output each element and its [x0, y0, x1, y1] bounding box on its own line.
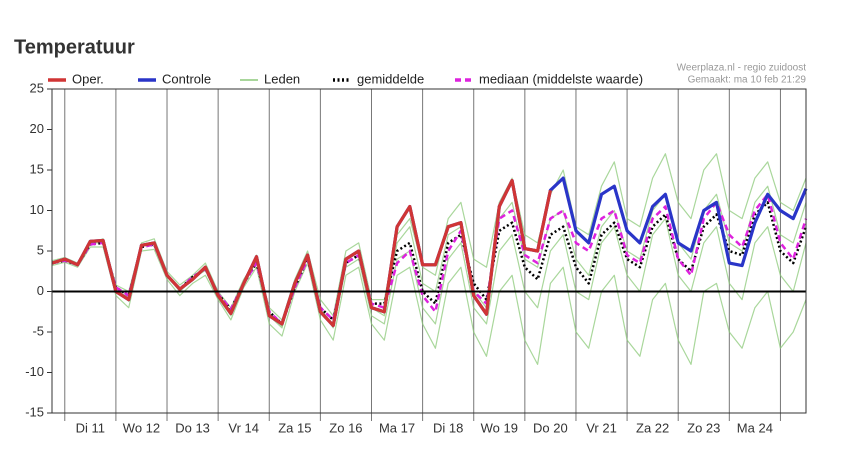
- series-line: [51, 193, 808, 326]
- x-tick-label: Di 18: [433, 420, 463, 435]
- y-tick-label: 15: [30, 161, 44, 176]
- member-line: [51, 153, 807, 321]
- y-tick-label: 20: [30, 121, 44, 136]
- legend-label: mediaan (middelste waarde): [479, 71, 643, 86]
- y-tick-label: -5: [32, 323, 44, 338]
- x-tick-label: Ma 17: [379, 420, 415, 435]
- x-tick-label: Za 22: [636, 420, 669, 435]
- plot-area: [52, 89, 806, 413]
- x-tick-label: Vr 21: [586, 420, 617, 435]
- legend-label: gemiddelde: [357, 71, 424, 86]
- x-tick-label: Ma 24: [737, 420, 773, 435]
- y-tick-label: -10: [25, 364, 44, 379]
- legend-label: Oper.: [72, 71, 104, 86]
- created: Gemaakt: ma 10 feb 21:29: [688, 75, 807, 86]
- x-tick-label: Zo 23: [687, 420, 720, 435]
- chart-title: Temperatuur: [14, 36, 135, 58]
- x-tick-label: Wo 19: [481, 420, 518, 435]
- plot-frame: [51, 88, 807, 414]
- legend-label: Leden: [264, 71, 300, 86]
- y-tick-label: 0: [37, 283, 44, 298]
- legend-label: Controle: [162, 71, 211, 86]
- source: Weerplaza.nl - regio zuidoost: [677, 63, 807, 74]
- series-line: [51, 178, 552, 328]
- y-tick-label: 10: [30, 202, 44, 217]
- x-tick-label: Wo 12: [123, 420, 160, 435]
- x-tick-label: Di 11: [76, 420, 105, 435]
- member-line: [51, 246, 807, 365]
- y-tick-label: -15: [25, 404, 44, 419]
- x-tick-label: Za 15: [278, 420, 311, 435]
- y-tick-label: 5: [37, 242, 44, 257]
- x-tick-label: Do 20: [533, 420, 568, 435]
- y-tick-label: 25: [30, 80, 44, 95]
- x-tick-label: Vr 14: [228, 420, 259, 435]
- x-tick-label: Do 13: [175, 420, 210, 435]
- x-tick-label: Zo 16: [329, 420, 362, 435]
